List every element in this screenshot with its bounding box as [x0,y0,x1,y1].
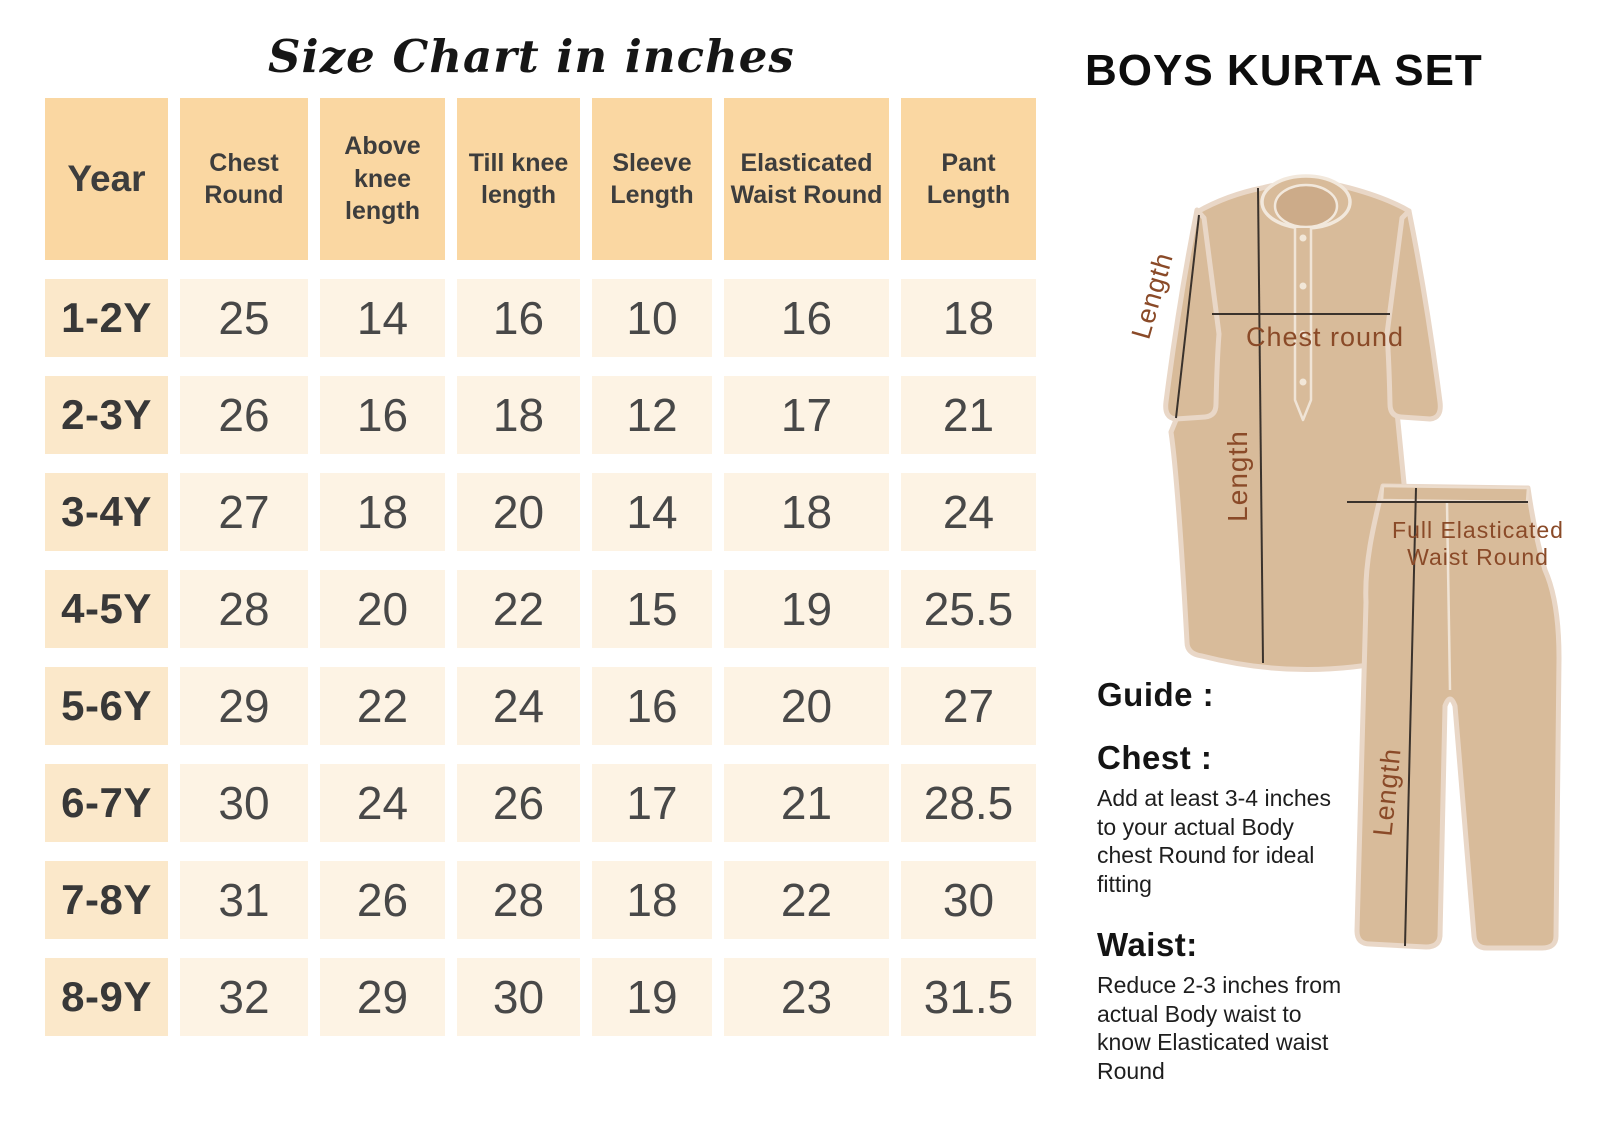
size-value: 16 [320,376,445,454]
column-header: Pant Length [901,98,1036,260]
pants-drawing: Full Elasticated Waist Round Length [1347,483,1564,951]
row-label: 7-8Y [45,861,168,939]
size-value: 16 [724,279,889,357]
size-value: 18 [724,473,889,551]
size-value: 29 [320,958,445,1036]
size-value: 22 [724,861,889,939]
size-value: 27 [180,473,308,551]
size-value: 20 [724,667,889,745]
pant-waist-label-line2: Waist Round [1407,544,1549,570]
size-value: 16 [592,667,712,745]
size-value: 28.5 [901,764,1036,842]
pants-waistband [1380,484,1530,504]
size-value: 31.5 [901,958,1036,1036]
row-label: 8-9Y [45,958,168,1036]
body-length-line [1257,187,1264,664]
size-value: 20 [320,570,445,648]
size-value: 20 [457,473,580,551]
chest-round-label: Chest round [1246,322,1404,352]
size-value: 22 [320,667,445,745]
pant-waist-label-line1: Full Elasticated [1392,517,1564,543]
size-value: 30 [457,958,580,1036]
size-value: 17 [724,376,889,454]
guide-heading: Guide : [1097,676,1215,713]
size-value: 26 [320,861,445,939]
size-value: 18 [320,473,445,551]
column-header: Elasticated Waist Round [724,98,889,260]
size-value: 18 [901,279,1036,357]
column-header: Year [45,98,168,260]
sleeve-length-line [1175,214,1200,419]
size-value: 24 [457,667,580,745]
size-value: 14 [592,473,712,551]
size-value: 18 [592,861,712,939]
row-label: 1-2Y [45,279,168,357]
size-value: 19 [724,570,889,648]
size-value: 26 [180,376,308,454]
size-value: 24 [901,473,1036,551]
size-value: 21 [901,376,1036,454]
chest-guide-text: Add at least 3-4 inches to your actual B… [1097,785,1331,897]
size-value: 10 [592,279,712,357]
fitting-guide: Guide : Chest : Add at least 3-4 inches … [1097,676,1353,1085]
size-table: Year Chest Round Above knee length Till kne… [45,98,1036,1036]
size-value: 28 [457,861,580,939]
pant-length-line [1404,487,1417,947]
row-label: 2-3Y [45,376,168,454]
body-length-label: Length [1222,430,1253,522]
size-value: 28 [180,570,308,648]
column-header: Chest Round [180,98,308,260]
size-value: 22 [457,570,580,648]
size-value: 30 [180,764,308,842]
size-value: 15 [592,570,712,648]
size-value: 23 [724,958,889,1036]
size-value: 21 [724,764,889,842]
row-label: 5-6Y [45,667,168,745]
kurta-left-sleeve [1163,207,1222,422]
size-value: 12 [592,376,712,454]
size-value: 29 [180,667,308,745]
size-value: 14 [320,279,445,357]
size-value: 26 [457,764,580,842]
sleeve-length-label: Length [1126,249,1179,342]
kurta-drawing: Length Length Chest round [1126,174,1443,673]
size-value: 19 [592,958,712,1036]
kurta-collar-neck [1273,183,1339,229]
row-label: 6-7Y [45,764,168,842]
column-header: Till knee length [457,98,580,260]
kurta-right-sleeve [1384,208,1443,422]
size-value: 27 [901,667,1036,745]
size-value: 24 [320,764,445,842]
size-value: 17 [592,764,712,842]
waist-heading: Waist: [1097,926,1198,964]
size-value: 25.5 [901,570,1036,648]
product-title: BOYS KURTA SET [1085,46,1483,95]
size-value: 31 [180,861,308,939]
size-value: 18 [457,376,580,454]
row-label: 4-5Y [45,570,168,648]
chest-heading: Chest : [1097,739,1213,776]
size-value: 25 [180,279,308,357]
kurta-buttons [1299,234,1307,386]
size-value: 30 [901,861,1036,939]
size-value: 32 [180,958,308,1036]
pants-center-seam [1445,502,1452,691]
size-value: 16 [457,279,580,357]
kurta-set-illustration: Length Length Chest round Full Elasticat… [1126,174,1564,951]
column-header: Above knee length [320,98,445,260]
chart-title: Size Chart in inches [268,30,795,83]
kurta-placket [1293,228,1313,422]
waist-guide-text: Reduce 2-3 inches from actual Body waist… [1097,972,1342,1084]
row-label: 3-4Y [45,473,168,551]
column-header: Sleeve Length [592,98,712,260]
